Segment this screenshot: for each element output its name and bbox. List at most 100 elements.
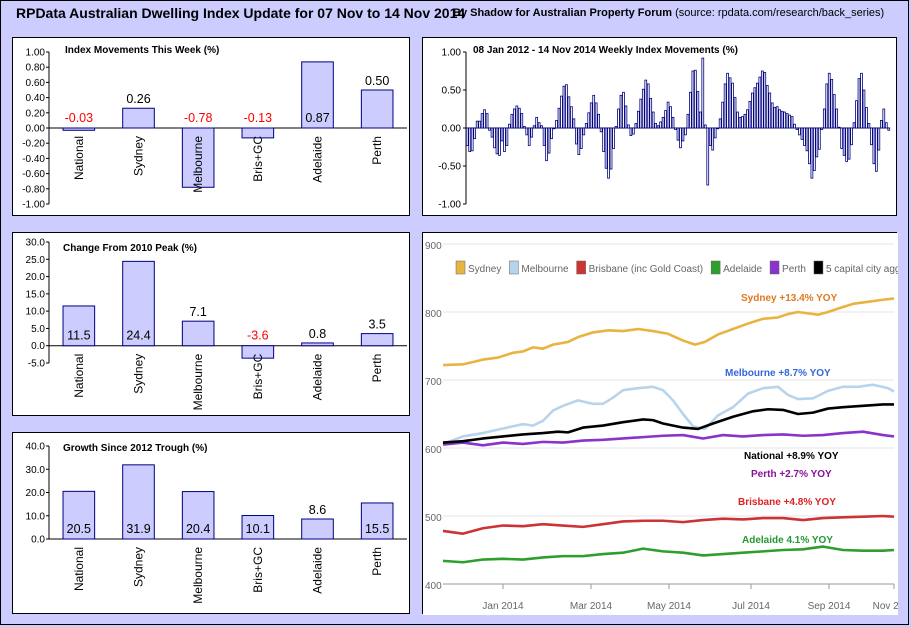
y-tick-label: 15.0 (26, 289, 46, 300)
y-tick-label: 0.20 (26, 108, 46, 119)
weekly-bar (597, 113, 600, 129)
weekly-bar (475, 120, 479, 129)
weekly-bar (498, 127, 501, 156)
weekly-bar (696, 91, 700, 129)
weekly-bar (706, 127, 710, 186)
weekly-bar (756, 82, 759, 129)
x-tick-label: Mar 2014 (570, 601, 613, 612)
weekly-bar (713, 127, 717, 139)
y-tick-label: 600 (425, 445, 442, 456)
chart-title: 08 Jan 2012 - 14 Nov 2014 Weekly Index M… (473, 45, 738, 56)
y-tick-label: 800 (425, 309, 442, 320)
data-label: 0.8 (309, 327, 326, 341)
dashboard-byline: By Shadow for Australian Property Forum … (453, 7, 884, 19)
weekly-bar (607, 127, 610, 179)
y-tick-label: -5.0 (28, 359, 46, 370)
weekly-bar (783, 111, 786, 129)
weekly-bar (716, 127, 720, 130)
dwelling-index-line-chart-panel: 900 800 700 600 500 400 Jan 2014 Mar 2014 May 20… (422, 232, 898, 615)
weekly-bar (790, 116, 794, 129)
weekly-bar (669, 106, 672, 129)
weekly-bar (527, 127, 531, 146)
weekly-bar (659, 121, 662, 129)
data-label: -0.78 (184, 111, 213, 125)
weekly-bar (679, 127, 682, 149)
y-tick-label: 30.0 (26, 465, 46, 476)
y-tick-label: -1.00 (438, 200, 461, 211)
dwelling-index-line-chart: 900 800 700 600 500 400 Jan 2014 Mar 2014 May 20… (423, 233, 898, 615)
weekly-bar (698, 111, 702, 129)
legend-swatch (455, 260, 466, 275)
data-label: 20.4 (186, 522, 210, 536)
y-tick-label: -1.00 (22, 200, 45, 211)
data-label: 31.9 (126, 522, 150, 536)
weekly-bar (674, 127, 677, 130)
weekly-bar (808, 127, 811, 165)
bar-adelaide (301, 61, 334, 129)
series-line-brisbane-inc-gold-coast- (442, 514, 895, 535)
series-annotation: National +8.9% YOY (744, 451, 839, 462)
x-tick-label: Nov 2014 (873, 601, 898, 612)
legend-item: Sydney (455, 260, 501, 275)
weekly-bar (721, 101, 724, 129)
weekly-bar (708, 127, 712, 146)
weekly-bar (664, 110, 667, 129)
weekly-bar (773, 107, 777, 129)
weekly-bar (840, 127, 843, 149)
legend-item: Melbourne (509, 260, 569, 275)
weekly-bar (473, 127, 477, 140)
weekly-bar (867, 123, 871, 129)
weekly-bar (592, 94, 596, 129)
weekly-bar (582, 127, 586, 136)
weekly-bar (644, 79, 648, 129)
weekly-bar (480, 113, 484, 129)
y-tick-label: 0.00 (26, 124, 46, 135)
weekly-bar (570, 106, 573, 129)
weekly-bar (614, 126, 618, 129)
weekly-bar (465, 127, 469, 146)
legend-item: Adelaide (710, 260, 762, 275)
bar-sydney (122, 260, 155, 347)
data-label: 0.87 (305, 111, 329, 125)
weekly-bar (557, 107, 561, 129)
legend-swatch (576, 260, 586, 275)
weekly-bar (775, 106, 779, 129)
series-annotation: Brisbane +4.8% YOY (738, 497, 836, 508)
weekly-bar (488, 127, 491, 131)
weekly-bar (805, 127, 809, 152)
weekly-bar (468, 127, 472, 152)
category-label: Melbourne (191, 547, 205, 604)
bar-perth (360, 333, 394, 347)
weekly-bar (505, 127, 509, 146)
category-label: Adelaide (311, 547, 325, 594)
category-label: Sydney (132, 354, 146, 394)
weekly-bar (545, 127, 548, 162)
weekly-bar (837, 126, 841, 129)
y-tick-label: -0.60 (22, 169, 45, 180)
weekly-bar (731, 82, 734, 129)
weekly-bar (718, 118, 722, 129)
y-tick-label: 1.00 (442, 48, 462, 59)
weekly-bar (547, 127, 551, 154)
weekly-bar (862, 89, 866, 129)
weekly-bar (694, 69, 697, 129)
data-label: 15.5 (365, 522, 389, 536)
weekly-bar (701, 57, 705, 129)
weekly-bar (641, 88, 645, 129)
weekly-bar (835, 108, 839, 129)
category-label: Perth (370, 354, 384, 383)
bar-adelaide (301, 342, 334, 347)
weekly-bar (517, 107, 521, 129)
weekly-bar (594, 102, 598, 129)
weekly-bar (795, 127, 799, 130)
data-label: 10.1 (246, 522, 270, 536)
bar-national (62, 490, 96, 540)
category-label: Perth (370, 136, 384, 165)
y-tick-label: 20.0 (26, 488, 46, 499)
data-label: 24.4 (126, 329, 150, 343)
index-movements-chart: Index Movements This Week (%) 1.00 0.80 0.6… (22, 45, 407, 211)
data-label: -0.13 (244, 111, 273, 125)
weekly-bar (565, 84, 568, 129)
weekly-bar (738, 116, 742, 129)
